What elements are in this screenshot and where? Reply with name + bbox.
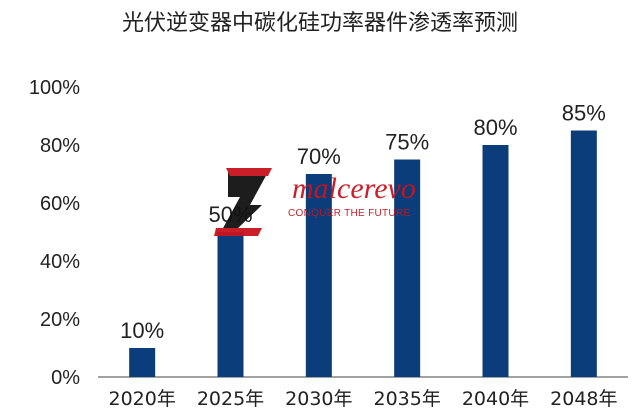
y-tick-label: 0% (51, 367, 80, 389)
bar-2020年 (129, 348, 156, 377)
bars (129, 130, 597, 377)
data-label: 70% (297, 144, 341, 169)
bar-2035年 (394, 159, 421, 377)
bar-2030年 (305, 174, 332, 377)
bar-2025年 (217, 232, 244, 377)
x-tick-label: 2048年 (550, 388, 617, 410)
y-tick-label: 100% (29, 77, 80, 99)
y-axis-ticks: 0% 20% 40% 60% 80% 100% (29, 77, 80, 389)
bar-2040年 (482, 145, 509, 377)
y-tick-label: 40% (40, 251, 80, 273)
x-tick-label: 2025年 (197, 388, 264, 410)
y-tick-label: 80% (40, 135, 80, 157)
watermark-logo: malcerevo CONQUER THE FUTURE (214, 168, 416, 236)
y-tick-label: 60% (40, 193, 80, 215)
bar-2048年 (570, 130, 597, 377)
watermark-brand: malcerevo (292, 172, 416, 205)
data-labels: 10%50%70%75%80%85% (120, 101, 606, 344)
watermark-tagline: CONQUER THE FUTURE (288, 208, 410, 219)
x-tick-label: 2035年 (373, 388, 440, 410)
x-tick-label: 2030年 (285, 388, 352, 410)
y-tick-label: 20% (40, 309, 80, 331)
x-tick-label: 2020年 (108, 388, 175, 410)
x-axis-ticks: 2020年 2025年 2030年 2035年 2040年 2048年 (108, 388, 617, 410)
chart-title: 光伏逆变器中碳化硅功率器件渗透率预测 (122, 11, 518, 36)
data-label: 10% (120, 318, 164, 343)
x-tick-label: 2040年 (462, 388, 529, 410)
data-label: 80% (473, 115, 517, 140)
watermark-z-mark (214, 168, 272, 236)
data-label: 85% (562, 101, 606, 126)
data-label: 75% (385, 130, 429, 155)
